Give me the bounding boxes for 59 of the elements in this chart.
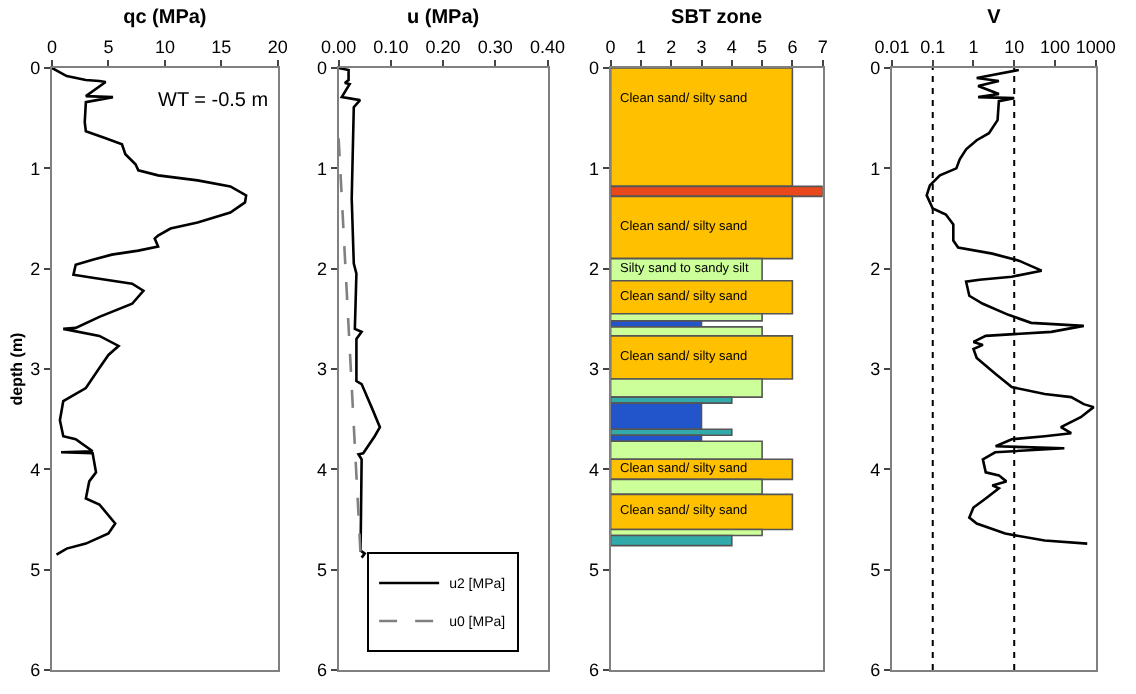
y-tick-label: 6 [317,660,328,681]
x-tick-label: 10 [1004,36,1025,57]
y-tick-label: 1 [588,158,599,179]
annotation: WT = -0.5 m [158,90,269,112]
x-tick-label: 2 [666,36,677,57]
x-tick-label: 0.00 [321,36,357,57]
x-tick-label: 1000 [1075,36,1116,57]
x-tick-label: 20 [267,36,288,57]
y-tick-label: 3 [317,359,328,380]
x-tick-label: 0.01 [874,36,910,57]
x-tick-label: 0 [605,36,616,57]
x-axis-title: u (MPa) [407,6,480,29]
x-tick-label: 5 [757,36,768,57]
y-tick-label: 5 [870,559,881,580]
y-tick-label: 2 [317,258,328,279]
y-axis-title: depth (m) [7,331,26,406]
y-tick-label: 2 [30,258,41,279]
x-axis-title: SBT zone [671,6,764,29]
x-tick-label: 15 [211,36,232,57]
y-tick-label: 6 [588,660,599,681]
y-tick-label: 4 [317,459,328,480]
y-tick-label: 3 [870,359,881,380]
x-tick-label: 0.20 [425,36,461,57]
y-tick-label: 0 [870,58,881,79]
y-tick-label: 4 [870,459,881,480]
y-tick-label: 3 [30,359,41,380]
y-tick-label: 0 [317,58,328,79]
y-tick-label: 5 [588,559,599,580]
y-tick-label: 2 [588,258,599,279]
x-tick-label: 5 [103,36,114,57]
x-tick-label: 7 [817,36,828,57]
y-tick-label: 0 [588,58,599,79]
y-tick-label: 3 [588,359,599,380]
y-tick-label: 6 [30,660,41,681]
y-tick-label: 5 [30,559,41,580]
x-tick-label: 100 [1039,36,1070,57]
x-tick-label: 1 [635,36,646,57]
x-tick-label: 0 [46,36,58,57]
y-tick-label: 6 [870,660,881,681]
y-tick-label: 2 [870,258,881,279]
y-tick-label: 4 [30,459,41,480]
x-tick-label: 0.30 [477,36,513,57]
y-tick-label: 1 [30,158,41,179]
line-series [52,68,248,556]
x-tick-label: 3 [696,36,707,57]
y-tick-label: 4 [588,459,599,480]
y-tick-label: 1 [317,158,328,179]
x-tick-label: 0.1 [920,36,946,57]
x-tick-label: 1 [968,36,979,57]
y-tick-label: 1 [870,158,881,179]
x-tick-label: 6 [787,36,798,57]
x-tick-label: 4 [726,36,737,57]
y-tick-label: 5 [317,559,328,580]
x-axis-title: qc (MPa) [123,6,207,29]
x-tick-label: 10 [154,36,175,57]
y-tick-label: 0 [30,58,41,79]
x-tick-label: 0.40 [530,36,566,57]
x-axis-title: V [987,6,1002,29]
x-tick-label: 0.10 [373,36,409,57]
